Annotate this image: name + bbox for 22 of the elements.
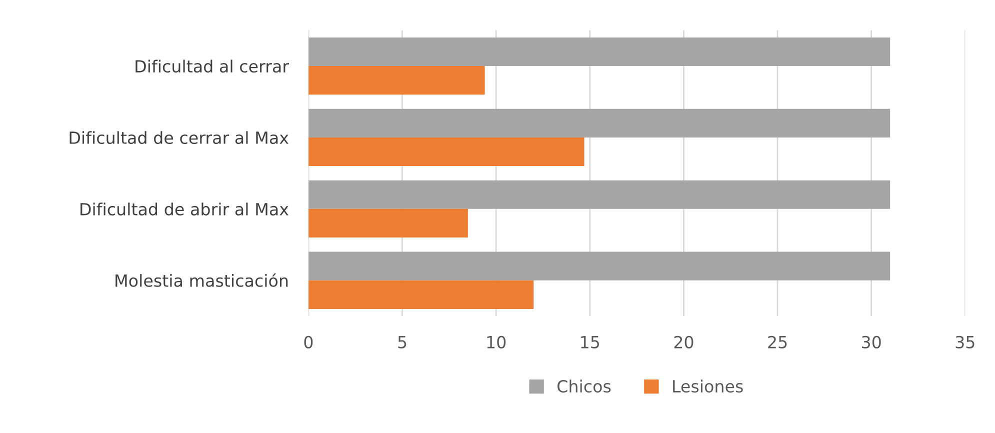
- bar: [308, 208, 468, 238]
- x-tick-label: 10: [487, 336, 506, 348]
- x-tick-label: 15: [581, 336, 600, 348]
- x-tick-label: 0: [304, 336, 313, 348]
- bar: [308, 252, 890, 280]
- y-tick-label: Dificultad de cerrar al Max: [70, 131, 288, 144]
- y-tick-label: Dificultad de abrir al Max: [80, 202, 288, 216]
- y-tick-label: Molestia masticación: [116, 273, 288, 287]
- x-tick-label: 35: [956, 336, 974, 348]
- bar: [308, 137, 584, 166]
- legend-label: Chicos: [558, 380, 611, 393]
- x-tick-label: 25: [768, 336, 787, 348]
- y-tick-label: Dificultad al cerrar: [136, 60, 290, 73]
- bar: [308, 66, 485, 95]
- legend-label: Lesiones: [673, 380, 743, 393]
- bar: [308, 280, 534, 309]
- x-tick-label: 30: [862, 336, 881, 348]
- x-tick-label: 5: [398, 336, 406, 348]
- bar: [308, 180, 890, 209]
- bar: [308, 108, 890, 138]
- x-tick-label: 20: [674, 336, 694, 348]
- bar: [308, 37, 890, 66]
